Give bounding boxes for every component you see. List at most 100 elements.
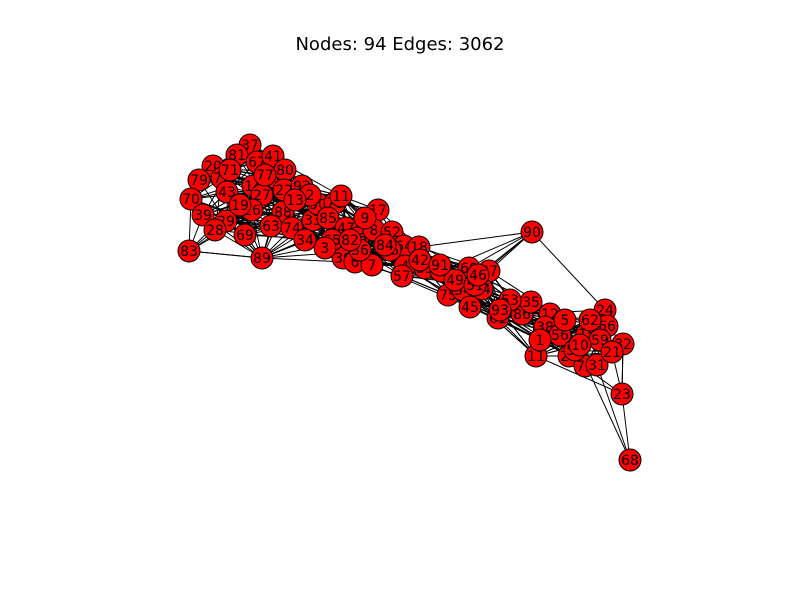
node-circle [360, 253, 384, 277]
node-circle [528, 328, 552, 352]
node-label: 89 [253, 251, 271, 267]
node-label: 83 [180, 244, 198, 260]
node-circle [553, 308, 577, 332]
node-circle [520, 220, 544, 244]
node-circle [600, 340, 624, 364]
node-label: 79 [190, 173, 208, 189]
node-label: 1 [536, 333, 545, 349]
node-circle [313, 236, 337, 260]
node-label: 91 [431, 258, 449, 274]
graph-node: 35 [519, 290, 543, 314]
graph-node: 89 [250, 246, 274, 270]
graph-node: 11 [329, 184, 353, 208]
node-label: 41 [264, 149, 282, 165]
node-label: 31 [588, 358, 606, 374]
node-label: 13 [286, 193, 304, 209]
graph-node: 10 [568, 333, 592, 357]
node-circle [177, 239, 201, 263]
node-label: 35 [522, 295, 540, 311]
node-label: 46 [469, 268, 487, 284]
graph-node: 7 [360, 253, 384, 277]
node-label: 45 [461, 300, 479, 316]
graph-node: 85 [316, 206, 340, 230]
node-circle [458, 295, 482, 319]
node-circle [488, 298, 512, 322]
node-label: 56 [551, 328, 569, 344]
node-circle [191, 203, 215, 227]
node-circle [253, 163, 277, 187]
node-circle [179, 187, 203, 211]
node-label: 42 [411, 253, 429, 269]
graph-node: 90 [520, 220, 544, 244]
graph-node: 3 [313, 236, 337, 260]
graph-node: 93 [488, 298, 512, 322]
graph-node: 13 [283, 188, 307, 212]
node-circle [316, 206, 340, 230]
graph-node: 9 [353, 206, 377, 230]
node-circle [250, 246, 274, 270]
node-label: 77 [256, 168, 274, 184]
edge [188, 250, 263, 259]
node-label: 71 [221, 163, 239, 179]
graph-node: 80 [273, 158, 297, 182]
node-circle [228, 193, 252, 217]
node-label: 5 [561, 313, 570, 329]
graph-node: 28 [203, 218, 227, 242]
node-label: 70 [182, 192, 200, 208]
node-circle [585, 353, 609, 377]
node-circle [390, 264, 414, 288]
node-circle [329, 184, 353, 208]
node-label: 90 [523, 225, 541, 241]
edge [440, 231, 533, 272]
graph-node: 21 [600, 340, 624, 364]
node-label: 23 [613, 387, 631, 403]
node-label: 43 [218, 185, 236, 201]
node-label: 10 [571, 338, 589, 354]
edge [468, 231, 533, 269]
graph-node: 83 [177, 239, 201, 263]
node-label: 82 [341, 233, 359, 249]
node-label: 21 [603, 345, 621, 361]
graph-node: 62 [578, 308, 602, 332]
node-label: 68 [621, 453, 639, 469]
graph-node: 69 [233, 223, 257, 247]
graph-node: 19 [228, 193, 252, 217]
node-circle [466, 263, 490, 287]
edge [596, 364, 631, 461]
graph-node: 84 [373, 233, 397, 257]
graph-node: 57 [390, 264, 414, 288]
graph-node: 45 [458, 295, 482, 319]
graph-node: 39 [191, 203, 215, 227]
node-label: 85 [319, 211, 337, 227]
graph-node: 77 [253, 163, 277, 187]
graph-node: 63 [259, 214, 283, 238]
node-label: 11 [332, 189, 350, 205]
node-label: 34 [296, 233, 314, 249]
graph-title: Nodes: 94 Edges: 3062 [295, 34, 505, 55]
graph-node: 1 [528, 328, 552, 352]
graph-node: 31 [585, 353, 609, 377]
node-circle [618, 448, 642, 472]
node-label: 88 [274, 205, 292, 221]
node-label: 11 [527, 349, 545, 365]
node-label: 49 [446, 273, 464, 289]
node-label: 57 [393, 269, 411, 285]
node-circle [203, 218, 227, 242]
node-circle [568, 333, 592, 357]
node-circle [283, 188, 307, 212]
node-circle [293, 228, 317, 252]
graph-node: 71 [218, 158, 242, 182]
node-label: 80 [276, 163, 294, 179]
node-label: 28 [206, 223, 224, 239]
node-label: 6 [351, 255, 360, 271]
node-circle [338, 228, 362, 252]
edge [418, 231, 533, 248]
nodes-layer: 3781674120797243144080272292703929268863… [177, 133, 642, 472]
node-label: 69 [236, 228, 254, 244]
node-label: 19 [231, 198, 249, 214]
graph-node: 91 [428, 253, 452, 277]
node-circle [428, 253, 452, 277]
edge [531, 231, 606, 311]
node-label: 2 [306, 188, 315, 204]
